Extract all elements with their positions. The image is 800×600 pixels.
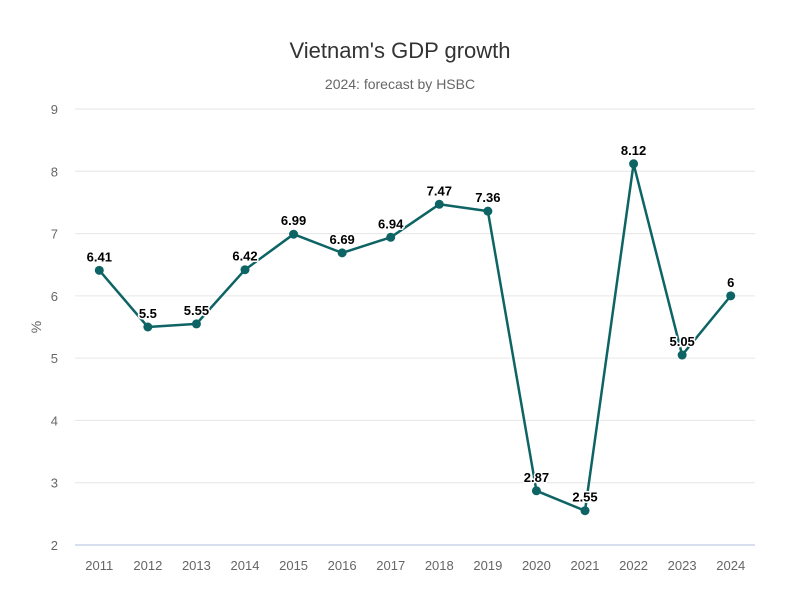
data-label: 6 (727, 275, 734, 290)
x-axis-ticks: 2011 2012 2013 2014 2015 2016 2017 2018 2019 2020… (85, 558, 745, 573)
series-line (98, 162, 732, 512)
data-label: 7.47 (427, 183, 452, 198)
x-tick-label: 2013 (182, 558, 211, 573)
x-tick-label: 2019 (473, 558, 502, 573)
data-point[interactable] (580, 506, 590, 516)
data-point[interactable] (483, 206, 493, 216)
x-tick-label: 2018 (425, 558, 454, 573)
data-point[interactable] (629, 159, 639, 169)
x-tick-label: 2024 (716, 558, 745, 573)
x-tick-label: 2017 (376, 558, 405, 573)
data-label: 6.99 (281, 213, 306, 228)
y-tick-label: 8 (51, 164, 58, 179)
x-tick-label: 2014 (231, 558, 260, 573)
chart-title: Vietnam's GDP growth (289, 38, 510, 63)
x-tick-label: 2023 (668, 558, 697, 573)
data-label: 6.42 (232, 249, 257, 264)
data-point[interactable] (240, 265, 250, 275)
data-point[interactable] (191, 319, 201, 329)
data-label: 5.05 (669, 334, 694, 349)
x-tick-label: 2021 (571, 558, 600, 573)
data-point[interactable] (531, 486, 541, 496)
data-point[interactable] (94, 265, 104, 275)
data-point[interactable] (386, 232, 396, 242)
data-point[interactable] (289, 229, 299, 239)
x-tick-label: 2015 (279, 558, 308, 573)
data-label: 5.5 (139, 306, 157, 321)
series-gdp-growth (94, 159, 736, 516)
y-tick-label: 4 (51, 413, 58, 428)
x-tick-label: 2012 (133, 558, 162, 573)
y-axis-ticks: 2 3 4 5 6 7 8 9 (51, 102, 58, 553)
x-tick-label: 2016 (328, 558, 357, 573)
x-tick-label: 2022 (619, 558, 648, 573)
y-tick-label: 2 (51, 538, 58, 553)
gridlines (75, 108, 755, 484)
y-tick-label: 6 (51, 289, 58, 304)
data-point[interactable] (677, 350, 687, 360)
chart-subtitle: 2024: forecast by HSBC (325, 76, 475, 92)
data-label: 2.87 (524, 470, 549, 485)
x-tick-label: 2011 (85, 558, 113, 573)
data-point[interactable] (143, 322, 153, 332)
data-label: 2.55 (572, 490, 597, 505)
y-tick-label: 7 (51, 227, 58, 242)
data-label: 6.41 (87, 249, 112, 264)
data-label: 7.36 (475, 190, 500, 205)
data-label: 5.55 (184, 303, 209, 318)
x-tick-label: 2020 (522, 558, 551, 573)
data-point[interactable] (337, 248, 347, 258)
data-label: 8.12 (621, 143, 646, 158)
data-label: 6.94 (378, 216, 404, 231)
data-label: 6.69 (329, 232, 354, 247)
y-axis-label: % (28, 321, 44, 333)
data-point[interactable] (434, 199, 444, 209)
y-tick-label: 3 (51, 476, 58, 491)
y-tick-label: 9 (51, 102, 58, 117)
data-point[interactable] (726, 291, 736, 301)
y-tick-label: 5 (51, 351, 58, 366)
data-labels: 6.41 5.5 5.55 6.42 6.99 6.69 6.94 7.47 7.36 2.87 2… (85, 141, 736, 506)
